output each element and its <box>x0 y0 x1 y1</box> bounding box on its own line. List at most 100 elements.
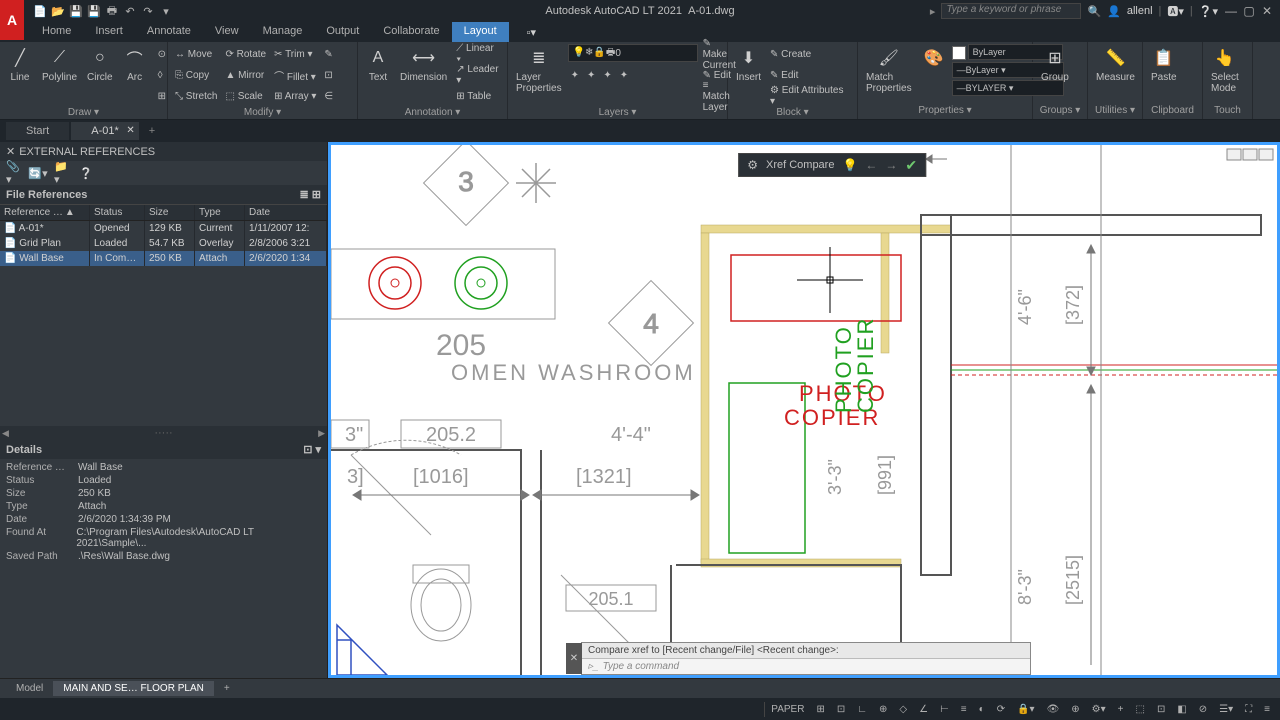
save-icon[interactable]: 💾 <box>68 3 84 19</box>
sb-ortho-icon[interactable]: ∟ <box>853 702 871 717</box>
drawing-canvas[interactable]: 3 4 205 OMEN WASHROOM <box>328 142 1280 678</box>
group-button[interactable]: ⊞Group <box>1037 44 1073 85</box>
sb-polar-icon[interactable]: ⊕ <box>875 702 891 717</box>
details-view-icon[interactable]: ⊡ ▾ <box>303 443 321 456</box>
match-properties-button[interactable]: 🖌Match Properties <box>862 44 916 96</box>
layer-properties-button[interactable]: ≣Layer Properties <box>512 44 566 96</box>
measure-button[interactable]: 📏Measure <box>1092 44 1139 85</box>
sb-grid-icon[interactable]: ⊞ <box>812 702 828 717</box>
edit-attributes-button[interactable]: ⚙ Edit Attributes ▾ <box>767 86 853 106</box>
tab-view[interactable]: View <box>203 22 251 42</box>
sb-annovisibility-icon[interactable]: 👁 <box>1043 702 1064 717</box>
draw-misc-1[interactable]: ⊙ <box>155 44 169 64</box>
sb-transparency-icon[interactable]: ◐ <box>975 702 989 717</box>
sb-autoscale-icon[interactable]: ⊕ <box>1067 702 1083 717</box>
linear-button[interactable]: ⟋ Linear ▾ <box>453 44 503 64</box>
tab-featured-apps[interactable]: ▫▾ <box>519 23 544 42</box>
panel-utilities-title[interactable]: Utilities ▾ <box>1092 104 1138 117</box>
col-reference[interactable]: Reference … ▲ <box>0 205 90 220</box>
undo-icon[interactable]: ↶ <box>122 3 138 19</box>
user-icon[interactable]: 👤 <box>1107 5 1121 18</box>
stretch-button[interactable]: ⤡ Stretch <box>172 86 220 106</box>
panel-properties-title[interactable]: Properties ▾ <box>862 104 1028 117</box>
insert-button[interactable]: ⬇Insert <box>732 44 765 85</box>
maximize-button[interactable]: ▢ <box>1242 4 1256 18</box>
redo-icon[interactable]: ↷ <box>140 3 156 19</box>
tab-layout[interactable]: Layout <box>452 22 509 42</box>
modify-misc-2[interactable]: ⊡ <box>321 65 336 85</box>
next-change-icon[interactable]: → <box>885 158 897 172</box>
sb-lwt-icon[interactable]: ≡ <box>957 702 971 717</box>
new-icon[interactable]: 📄 <box>32 3 48 19</box>
line-button[interactable]: ╱Line <box>4 44 36 85</box>
doc-tab-start[interactable]: Start <box>6 122 69 140</box>
command-line[interactable]: ✕ Compare xref to [Recent change/File] <… <box>581 642 1031 675</box>
add-layout-tab[interactable]: + <box>214 681 240 696</box>
tab-annotate[interactable]: Annotate <box>135 22 203 42</box>
layer-tool-3[interactable]: ✦ <box>600 65 614 85</box>
open-icon[interactable]: 📂 <box>50 3 66 19</box>
search-input[interactable]: Type a keyword or phrase <box>941 3 1081 19</box>
array-button[interactable]: ⊞ Array ▾ <box>271 86 319 106</box>
tab-manage[interactable]: Manage <box>251 22 315 42</box>
sb-quickproperties-icon[interactable]: ⊡ <box>1153 702 1169 717</box>
view-mode-icon[interactable]: ≣ ⊞ <box>300 188 322 201</box>
color-wheel-icon[interactable]: 🎨 <box>918 44 950 72</box>
settings-icon[interactable]: ⚙ <box>747 158 758 172</box>
paste-button[interactable]: 📋Paste <box>1147 44 1181 85</box>
sb-workspace-icon[interactable]: ⚙▾ <box>1088 702 1110 717</box>
trim-button[interactable]: ✂ Trim ▾ <box>271 44 319 64</box>
accept-icon[interactable]: ✔ <box>905 157 917 174</box>
circle-button[interactable]: ○Circle <box>83 44 117 85</box>
cmd-close-icon[interactable]: ✕ <box>566 643 582 674</box>
panel-draw-title[interactable]: Draw ▾ <box>4 106 163 119</box>
table-button[interactable]: ⊞ Table <box>453 86 503 106</box>
polyline-button[interactable]: ⟋Polyline <box>38 44 81 85</box>
sb-snap-icon[interactable]: ⊡ <box>833 702 849 717</box>
doc-tab-file[interactable]: A-01*✕ <box>71 122 139 140</box>
block-edit-button[interactable]: ✎ Edit <box>767 65 853 85</box>
close-button[interactable]: ✕ <box>1260 4 1274 18</box>
fillet-button[interactable]: ⌒ Fillet ▾ <box>271 65 319 85</box>
draw-misc-2[interactable]: ◊ <box>155 65 169 85</box>
help-panel-icon[interactable]: ❔ <box>78 165 94 181</box>
sb-lockui-icon[interactable]: ◧ <box>1173 702 1190 717</box>
layer-tool-1[interactable]: ✦ <box>568 65 582 85</box>
change-path-icon[interactable]: 📁▾ <box>54 165 70 181</box>
prev-change-icon[interactable]: ← <box>865 158 877 172</box>
layer-tool-4[interactable]: ✦ <box>617 65 631 85</box>
plot-icon[interactable]: 🖶 <box>104 3 120 19</box>
horizontal-scrollbar[interactable]: ◀·····▶ <box>0 426 327 440</box>
tab-insert[interactable]: Insert <box>83 22 135 42</box>
col-type[interactable]: Type <box>195 205 245 220</box>
layer-dropdown[interactable]: 💡❄🔒🖶 0 <box>568 44 698 62</box>
color-swatch[interactable] <box>952 46 966 60</box>
table-row[interactable]: 📄 A-01*Opened129 KBCurrent1/11/2007 12: <box>0 221 327 236</box>
attach-icon[interactable]: 📎▾ <box>6 165 22 181</box>
panel-layers-title[interactable]: Layers ▾ <box>512 106 723 119</box>
minimize-button[interactable]: — <box>1224 4 1238 18</box>
search-icon[interactable]: 🔍 <box>1087 5 1101 18</box>
leader-button[interactable]: ↗ Leader ▾ <box>453 65 503 85</box>
panel-groups-title[interactable]: Groups ▾ <box>1037 104 1083 117</box>
draw-misc-3[interactable]: ⊞ <box>155 86 169 106</box>
col-date[interactable]: Date <box>245 205 327 220</box>
tab-collaborate[interactable]: Collaborate <box>371 22 451 42</box>
table-row[interactable]: 📄 Wall BaseIn Com…250 KBAttach2/6/2020 1… <box>0 251 327 266</box>
arc-button[interactable]: ⌒Arc <box>119 44 151 85</box>
sb-annotation-monitor-icon[interactable]: + <box>1114 702 1128 717</box>
text-button[interactable]: AText <box>362 44 394 85</box>
col-status[interactable]: Status <box>90 205 145 220</box>
modify-misc-1[interactable]: ✎ <box>321 44 336 64</box>
refresh-icon[interactable]: 🔄▾ <box>30 165 46 181</box>
tab-output[interactable]: Output <box>314 22 371 42</box>
layout-tab-active[interactable]: MAIN AND SE… FLOOR PLAN <box>53 681 214 696</box>
search-arrow-icon[interactable]: ▸ <box>930 5 936 18</box>
panel-modify-title[interactable]: Modify ▾ <box>172 106 353 119</box>
layer-tool-2[interactable]: ✦ <box>584 65 598 85</box>
saveas-icon[interactable]: 💾 <box>86 3 102 19</box>
copy-button[interactable]: ⎘ Copy <box>172 65 220 85</box>
sb-hardware-icon[interactable]: ☰▾ <box>1215 702 1237 717</box>
app-exchange-icon[interactable]: 🅰▾ <box>1167 3 1184 19</box>
sb-cycling-icon[interactable]: ⟳ <box>993 702 1009 717</box>
